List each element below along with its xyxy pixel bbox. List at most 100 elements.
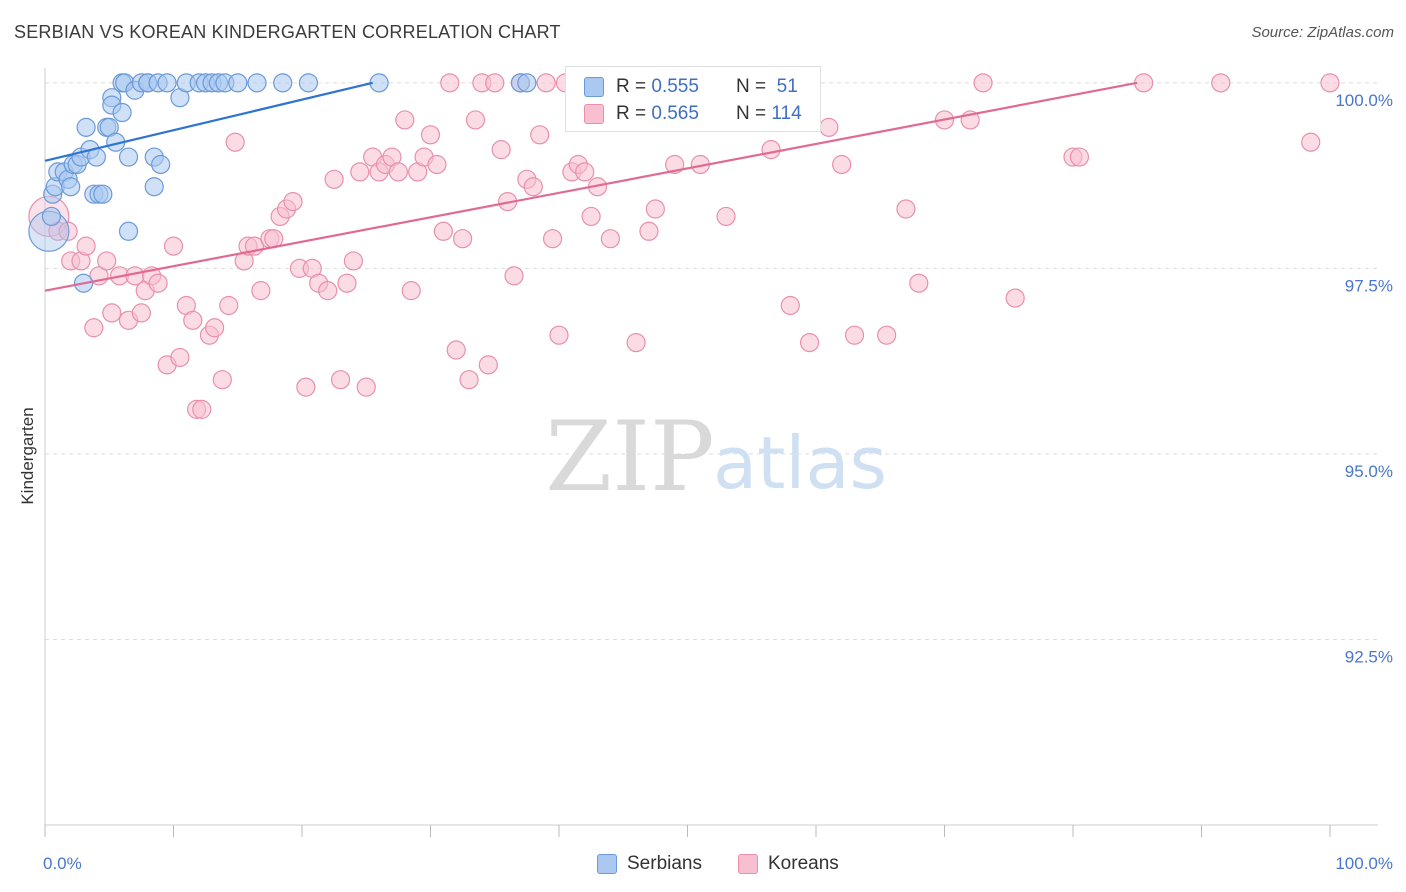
- korean-point-21: [183, 310, 203, 330]
- serbian-point-7: [61, 177, 81, 197]
- serbians-r-label: R =: [616, 76, 652, 97]
- korean-point-83: [581, 206, 601, 227]
- korean-point-76: [536, 73, 556, 93]
- korean-point-58: [420, 125, 441, 145]
- korean-point-63: [453, 229, 473, 249]
- legend-row-koreans: R = 0.565 N = 114: [584, 102, 802, 126]
- serbian-point-17: [93, 184, 113, 204]
- serbian-point-12: [76, 117, 96, 137]
- korean-point-6: [84, 318, 104, 338]
- y-tick-label-2: 97.5%: [1345, 276, 1393, 295]
- korean-point-78: [549, 325, 569, 345]
- serbians-r: R = 0.555: [616, 76, 736, 98]
- serbians-legend-label: Serbians: [627, 853, 702, 874]
- serbian-point-35: [151, 154, 171, 175]
- serbians-trend-line: [44, 81, 373, 162]
- korean-point-61: [440, 73, 460, 93]
- korean-point-67: [478, 355, 498, 375]
- korean-point-64: [459, 370, 479, 390]
- y-tick-label-0: 92.5%: [1345, 647, 1393, 666]
- korean-point-39: [296, 377, 316, 397]
- serbians-n-value: 51: [776, 76, 798, 97]
- korean-point-62: [446, 340, 466, 360]
- koreans-legend-label: Koreans: [768, 853, 839, 874]
- korean-point-68: [485, 73, 505, 93]
- korean-point-45: [337, 273, 357, 293]
- serbian-point-46: [273, 73, 293, 93]
- korean-point-23: [192, 399, 212, 419]
- koreans-r-value: 0.565: [651, 103, 699, 124]
- korean-point-5: [76, 236, 96, 256]
- korean-point-25: [205, 318, 225, 338]
- korean-point-97: [761, 140, 781, 160]
- korean-point-102: [844, 325, 865, 345]
- korean-point-85: [600, 229, 621, 249]
- koreans-points: [28, 73, 1340, 419]
- x-tick-label-1: 100.0%: [1335, 854, 1393, 873]
- korean-point-82: [575, 162, 595, 182]
- korean-point-111: [1069, 147, 1090, 167]
- korean-point-99: [799, 332, 820, 353]
- chart-title: SERBIAN VS KOREAN KINDERGARTEN CORRELATI…: [14, 22, 561, 42]
- source-label: Source: ZipAtlas.com: [1251, 24, 1394, 41]
- korean-point-9: [102, 303, 122, 323]
- serbians-n-label: N =: [736, 76, 767, 97]
- korean-point-109: [1005, 288, 1025, 308]
- korean-point-26: [212, 370, 232, 390]
- korean-point-112: [1134, 73, 1154, 93]
- korean-point-59: [427, 154, 447, 175]
- korean-point-28: [225, 132, 245, 152]
- serbians-points: [28, 73, 537, 293]
- korean-point-105: [909, 273, 929, 293]
- watermark-atlas: atlas: [713, 421, 887, 505]
- koreans-r-label: R =: [616, 103, 652, 124]
- korean-point-75: [530, 125, 550, 145]
- serbian-point-33: [144, 177, 164, 197]
- bottom-legend-koreans[interactable]: Koreans: [738, 852, 839, 876]
- watermark-zip: ZIP: [545, 401, 714, 513]
- korean-point-32: [251, 281, 271, 301]
- serbian-point-1: [41, 206, 62, 227]
- korean-point-37: [283, 191, 303, 212]
- koreans-swatch: [584, 104, 604, 124]
- serbian-point-25: [112, 102, 132, 123]
- korean-point-88: [639, 221, 659, 241]
- korean-point-89: [645, 199, 665, 219]
- korean-point-13: [131, 303, 151, 323]
- korean-point-77: [542, 229, 563, 249]
- serbian-point-44: [228, 73, 248, 93]
- serbians-legend-swatch: [597, 854, 617, 874]
- koreans-n-value: 114: [771, 103, 802, 124]
- serbian-point-27: [118, 221, 139, 241]
- bottom-legend-serbians[interactable]: Serbians: [597, 852, 702, 876]
- korean-point-71: [504, 266, 524, 286]
- korean-point-100: [819, 117, 839, 137]
- korean-point-74: [523, 177, 543, 197]
- koreans-legend-swatch: [738, 854, 758, 874]
- korean-point-42: [318, 281, 338, 301]
- stats-legend: R = 0.555 N = 51 R = 0.565 N = 114: [565, 66, 821, 132]
- korean-point-2: [58, 221, 78, 241]
- y-tick-label-1: 95.0%: [1345, 462, 1393, 481]
- serbian-point-47: [298, 73, 319, 93]
- korean-point-19: [170, 347, 190, 368]
- watermark: ZIP atlas: [545, 401, 887, 513]
- legend-row-serbians: R = 0.555 N = 51: [584, 75, 798, 99]
- serbian-point-50: [517, 73, 537, 93]
- korean-point-27: [219, 295, 239, 316]
- korean-point-95: [716, 206, 736, 227]
- serbians-swatch: [584, 77, 604, 97]
- korean-point-65: [465, 110, 486, 130]
- korean-point-114: [1320, 73, 1340, 93]
- korean-point-104: [896, 199, 916, 219]
- koreans-n-label: N =: [736, 103, 767, 124]
- korean-point-98: [780, 295, 800, 316]
- y-tick-label-3: 100.0%: [1335, 91, 1393, 110]
- korean-point-53: [388, 162, 408, 182]
- korean-point-103: [877, 325, 897, 345]
- korean-point-47: [350, 162, 370, 182]
- koreans-r: R = 0.565: [616, 103, 736, 125]
- korean-point-8: [97, 251, 117, 271]
- korean-point-101: [832, 154, 852, 175]
- korean-point-43: [324, 169, 344, 189]
